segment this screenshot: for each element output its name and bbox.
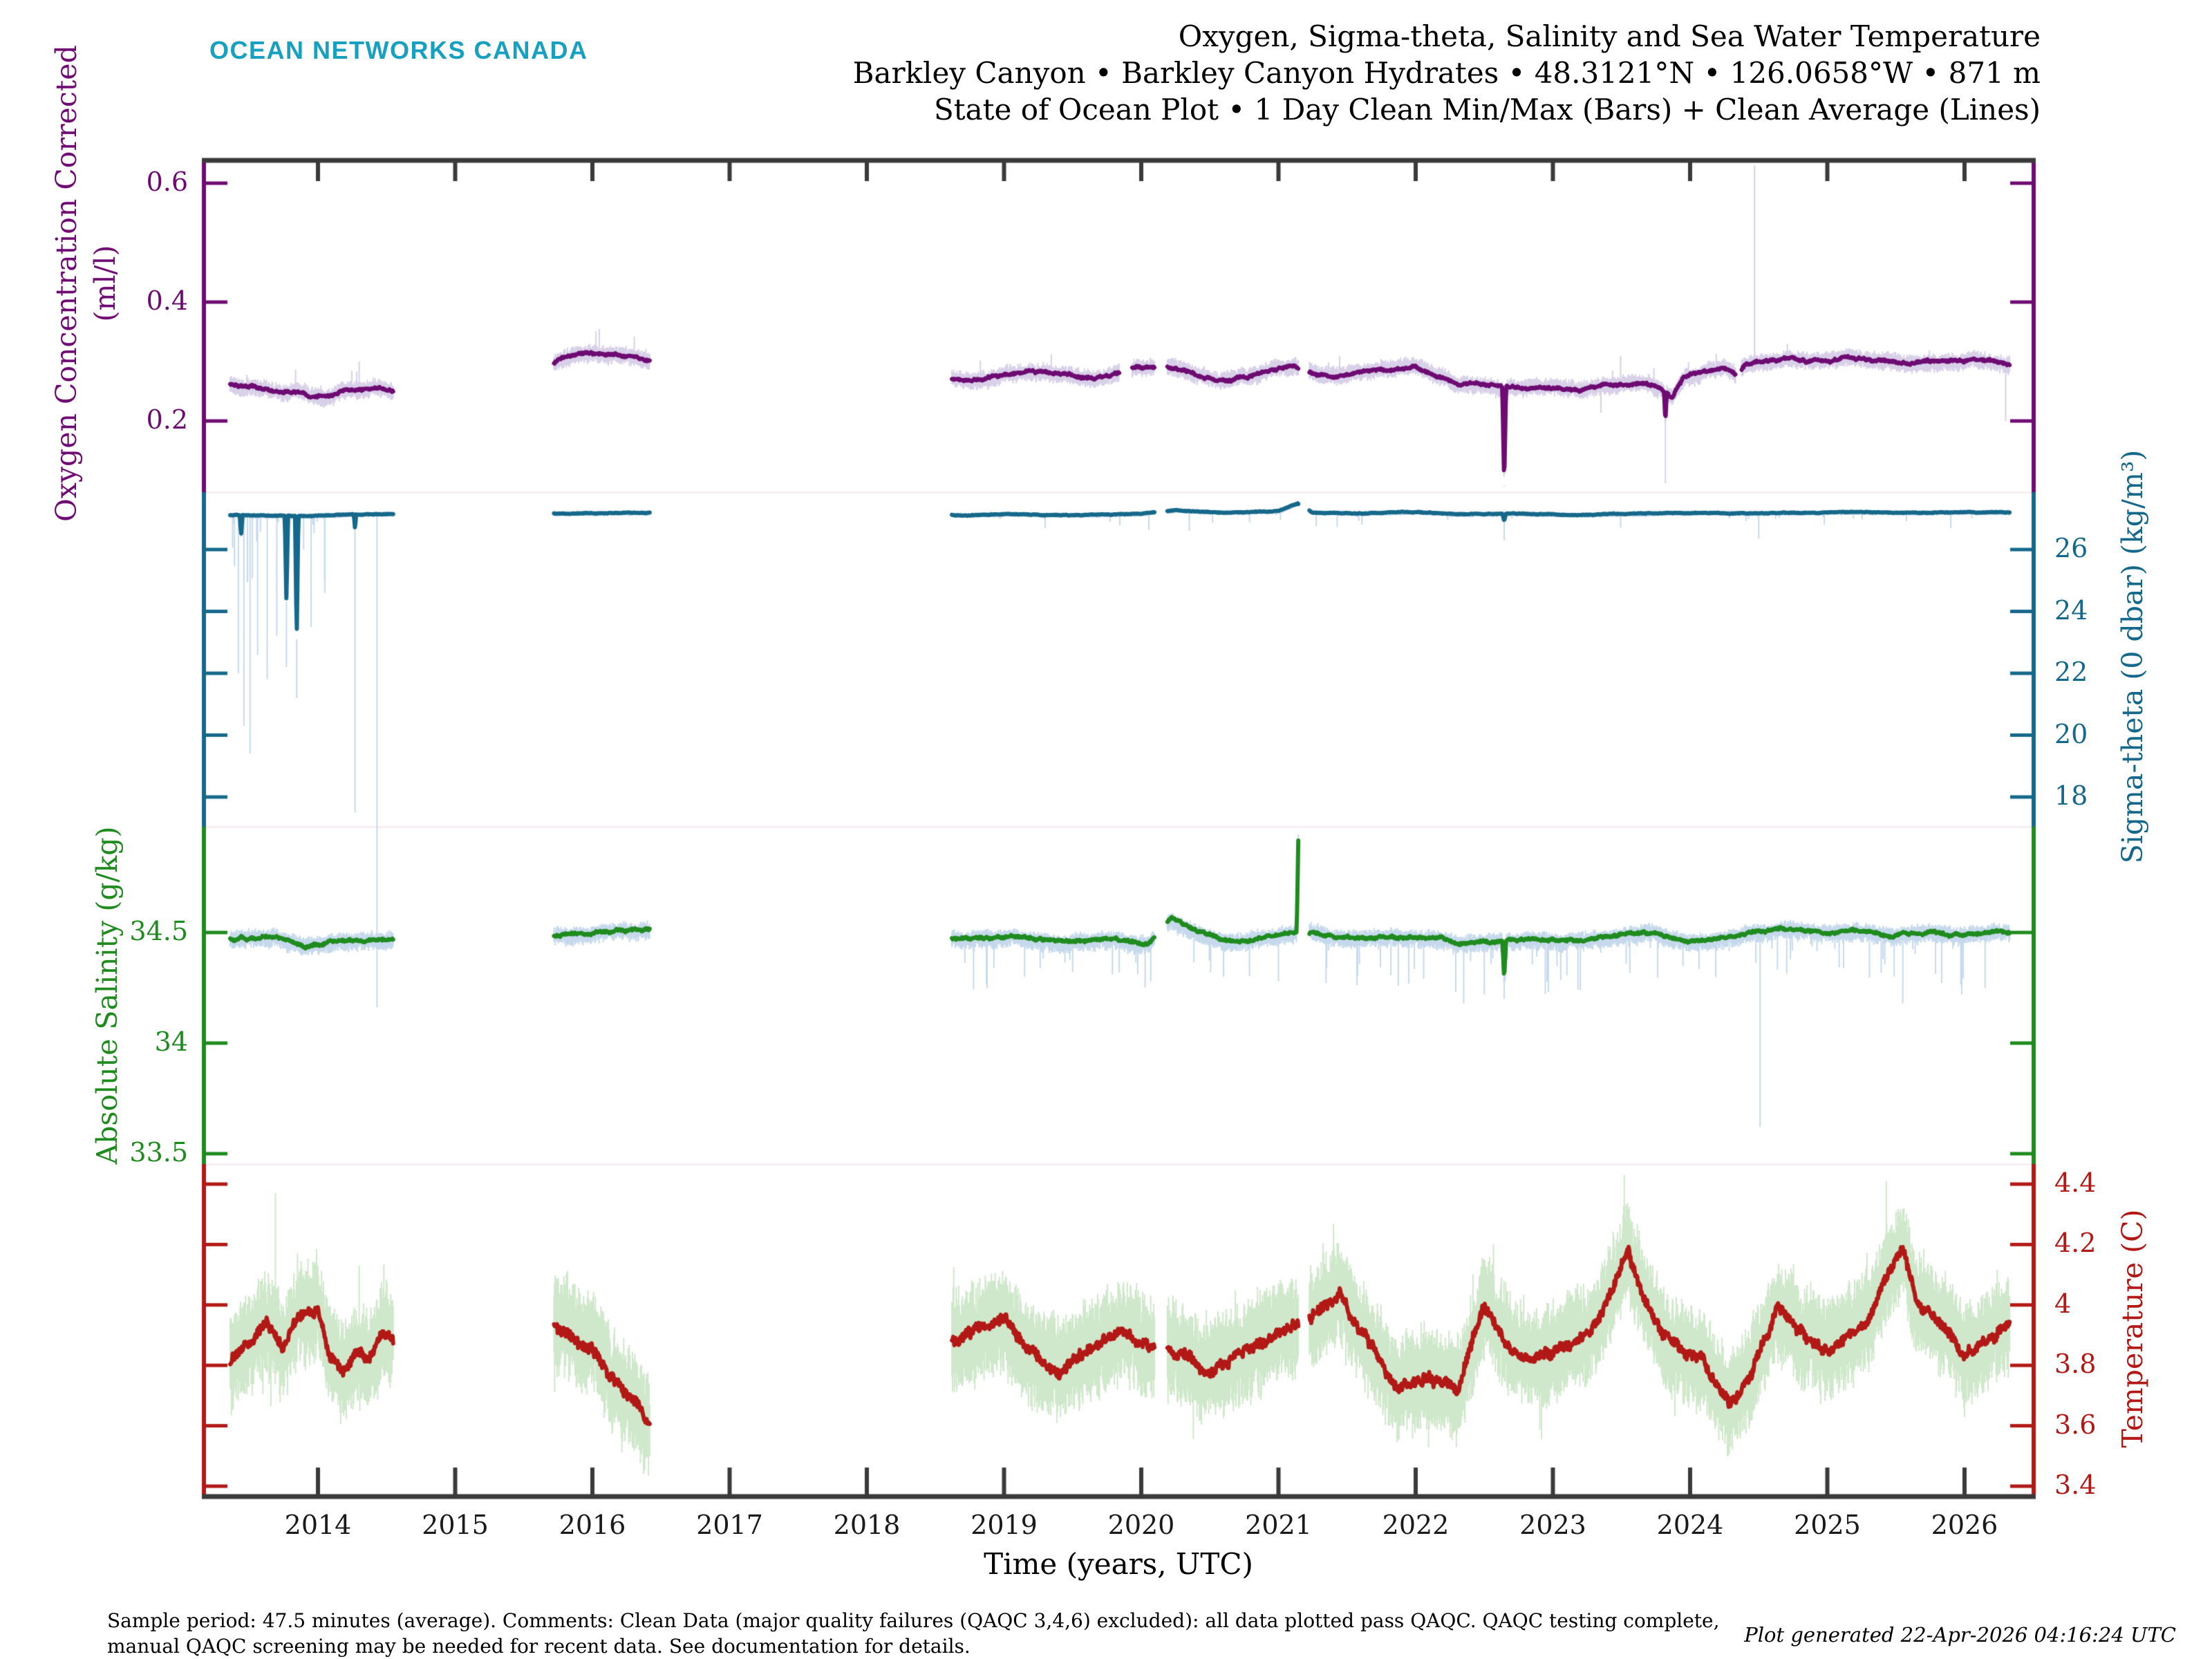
x-tick-label-year: 2020	[1107, 1510, 1175, 1540]
footer-comments: Sample period: 47.5 minutes (average). C…	[107, 1608, 1720, 1659]
footer-line1: Sample period: 47.5 minutes (average). C…	[107, 1609, 1720, 1632]
plot-title-line3: State of Ocean Plot • 1 Day Clean Min/Ma…	[933, 93, 2041, 126]
axis-title-temperature: Temperature (C)	[2116, 1209, 2149, 1448]
tick-label-salinity: 34.5	[129, 916, 188, 947]
tick-label-salinity: 33.5	[129, 1137, 188, 1168]
tick-label-sigma: 24	[2054, 594, 2088, 626]
x-axis-title: Time (years, UTC)	[984, 1547, 1253, 1581]
plot-title-line1: Oxygen, Sigma-theta, Salinity and Sea Wa…	[1178, 19, 2041, 53]
tick-label-salinity: 34	[154, 1027, 188, 1058]
tick-label-sigma: 26	[2054, 533, 2088, 564]
x-tick-label-year: 2015	[422, 1510, 489, 1540]
x-tick-label-year: 2017	[696, 1510, 763, 1540]
tick-label-sigma: 18	[2054, 780, 2088, 812]
x-tick-label-year: 2026	[1931, 1510, 1998, 1540]
axis-title-salinity: Absolute Salinity (g/kg)	[91, 826, 124, 1165]
tick-label-temp: 3.4	[2054, 1470, 2097, 1501]
tick-label-temp: 4.2	[2054, 1228, 2097, 1259]
tick-label-oxygen: 0.2	[146, 404, 188, 435]
x-tick-label-year: 2014	[284, 1510, 352, 1540]
ocean-networks-canada-logo: OCEAN NETWORKS CANADA	[209, 36, 588, 64]
x-tick-label-year: 2025	[1794, 1510, 1861, 1540]
axis-title-oxygen-line1: Oxygen Concentration Corrected	[50, 45, 83, 522]
x-tick-label-year: 2016	[559, 1510, 626, 1540]
x-tick-label-year: 2019	[971, 1510, 1038, 1540]
tick-label-sigma: 20	[2054, 718, 2088, 749]
x-tick-label-year: 2021	[1245, 1510, 1312, 1540]
axis-title-oxygen-units: (ml/l)	[88, 245, 122, 322]
footer-line2: manual QAQC screening may be needed for …	[107, 1635, 971, 1658]
axis-title-oxygen: Oxygen Concentration Corrected (ml/l)	[47, 45, 124, 522]
axis-title-sigma-theta: Sigma-theta (0 dbar) (kg/m³)	[2116, 449, 2149, 864]
x-tick-label-year: 2024	[1656, 1510, 1724, 1540]
tick-label-temp: 4.4	[2054, 1168, 2097, 1199]
plot-title-line2: Barkley Canyon • Barkley Canyon Hydrates…	[852, 56, 2041, 90]
tick-label-temp: 3.6	[2054, 1409, 2097, 1440]
x-tick-label-year: 2022	[1382, 1510, 1450, 1540]
x-tick-label-year: 2018	[833, 1510, 901, 1540]
generated-timestamp: Plot generated 22-Apr-2026 04:16:24 UTC	[1744, 1623, 2176, 1647]
x-tick-label-year: 2023	[1519, 1510, 1586, 1540]
plot-title-block: Oxygen, Sigma-theta, Salinity and Sea Wa…	[853, 18, 2041, 128]
tick-label-sigma: 22	[2054, 657, 2088, 688]
tick-label-temp: 3.8	[2054, 1349, 2097, 1380]
tick-label-oxygen: 0.6	[146, 167, 188, 198]
tick-label-oxygen: 0.4	[146, 285, 188, 317]
tick-label-temp: 4	[2054, 1288, 2072, 1320]
